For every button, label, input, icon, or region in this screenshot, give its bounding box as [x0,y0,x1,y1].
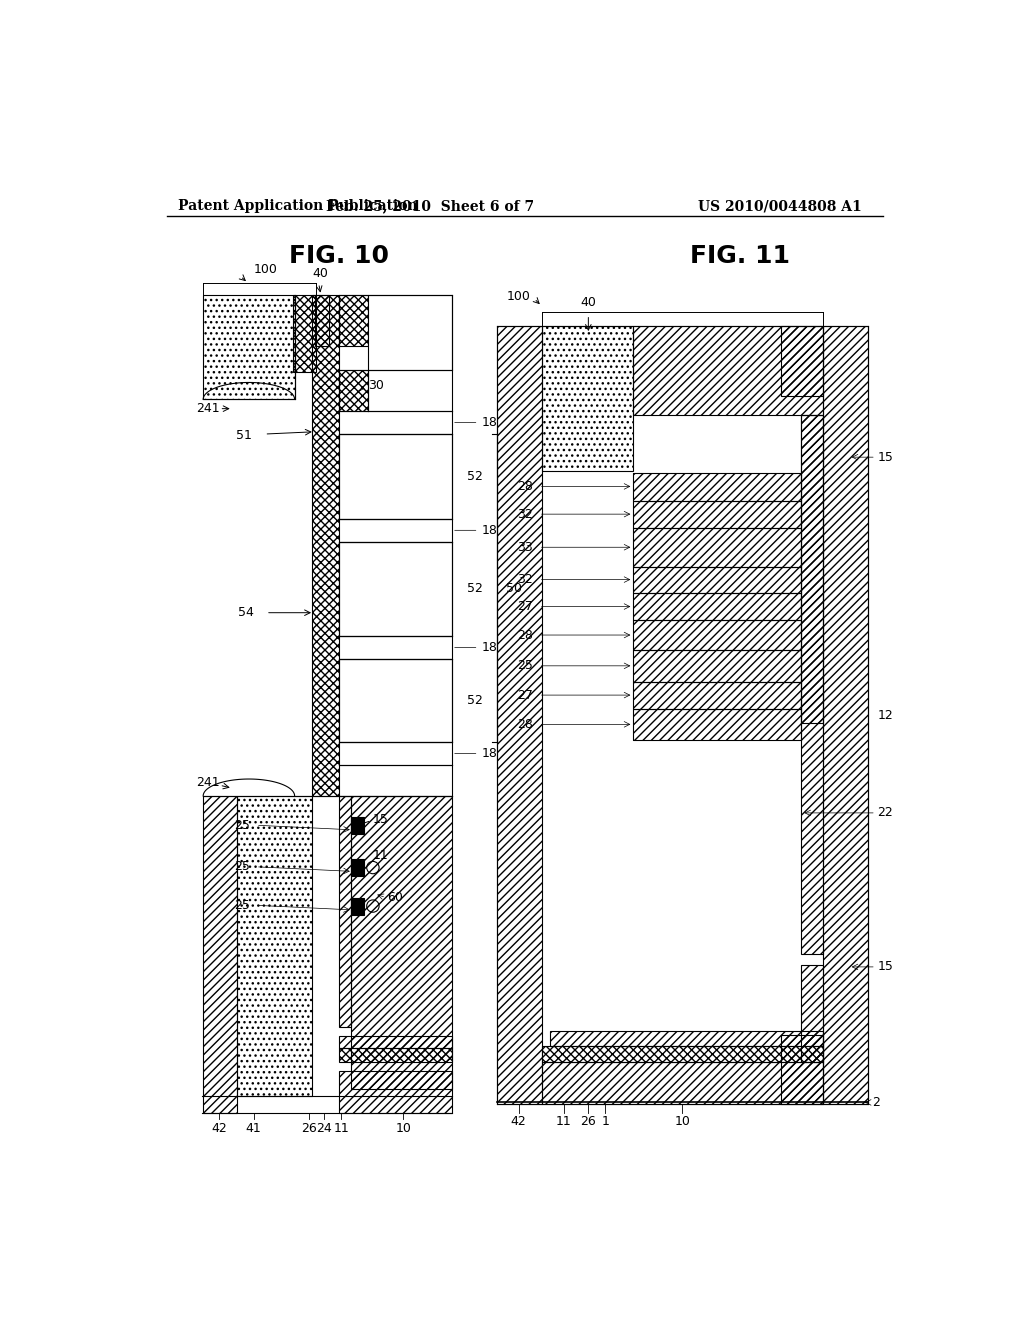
Text: 18: 18 [455,416,498,429]
Text: 241: 241 [197,776,220,788]
Bar [351,796,452,1089]
Bar [542,1061,823,1104]
Bar [550,1031,823,1047]
Text: 40: 40 [312,267,329,280]
Text: 27: 27 [517,689,532,702]
Bar [633,473,802,502]
Bar [203,796,237,1113]
Bar [339,1048,452,1061]
Text: 11: 11 [556,1114,571,1127]
Text: 60: 60 [388,891,403,904]
Text: 28: 28 [517,628,532,642]
Text: 40: 40 [581,296,596,309]
Text: 241: 241 [197,403,220,416]
Bar [369,296,452,370]
Bar [312,296,339,796]
Text: 25: 25 [234,818,251,832]
Bar [633,649,802,682]
Text: 30: 30 [369,379,384,392]
Bar [339,434,452,519]
Text: 15: 15 [878,961,893,973]
Text: 10: 10 [674,1114,690,1127]
Text: 1: 1 [601,1114,609,1127]
Bar [237,796,312,1096]
Bar [802,414,823,954]
Text: 50: 50 [506,582,522,594]
Bar [339,796,351,1027]
Text: Patent Application Publication: Patent Application Publication [178,199,418,213]
Bar [339,1071,452,1113]
Text: 52: 52 [467,470,483,483]
Text: 15: 15 [373,813,389,825]
Text: 24: 24 [316,1122,332,1135]
Text: 26: 26 [581,1114,596,1127]
Text: Feb. 25, 2010  Sheet 6 of 7: Feb. 25, 2010 Sheet 6 of 7 [327,199,535,213]
Text: 54: 54 [238,606,254,619]
Bar [339,296,369,346]
Text: 33: 33 [517,541,532,554]
Text: 28: 28 [517,480,532,492]
Bar [339,659,452,742]
Text: 100: 100 [506,290,530,304]
Bar [339,370,369,411]
Bar [314,296,329,346]
Text: 25: 25 [517,659,532,672]
Text: 25: 25 [234,899,251,912]
Bar [633,326,823,414]
Bar [802,414,823,723]
Text: 42: 42 [212,1122,227,1135]
Text: 2: 2 [872,1096,880,1109]
Bar [339,1036,452,1048]
Text: 11: 11 [373,849,389,862]
Text: 18: 18 [455,524,498,537]
Bar [542,326,633,471]
Text: 52: 52 [467,582,483,595]
Bar [497,326,542,1104]
Bar [351,859,364,876]
Text: FIG. 11: FIG. 11 [690,244,791,268]
Text: FIG. 10: FIG. 10 [289,244,389,268]
Text: 41: 41 [246,1122,261,1135]
Bar [633,528,802,566]
Text: 27: 27 [517,601,532,612]
Text: US 2010/0044808 A1: US 2010/0044808 A1 [697,199,861,213]
Text: 28: 28 [517,718,532,731]
Bar [633,502,802,528]
Bar [351,817,364,834]
Text: 32: 32 [517,573,532,586]
Bar [780,326,823,396]
Bar [542,1047,823,1061]
Bar [633,594,802,620]
Text: 51: 51 [237,429,252,442]
Bar [339,543,452,636]
Bar [203,296,295,400]
Text: 10: 10 [395,1122,411,1135]
Bar [633,709,802,739]
Bar [293,296,316,372]
Bar [633,566,802,594]
Text: 11: 11 [333,1122,349,1135]
Text: 52: 52 [467,694,483,708]
Text: 22: 22 [878,807,893,820]
Text: 18: 18 [455,640,498,653]
Text: 32: 32 [517,508,532,520]
Bar [802,965,823,1061]
Bar [633,682,802,709]
Text: 100: 100 [253,263,278,276]
Text: 42: 42 [511,1114,526,1127]
Text: 15: 15 [878,450,893,463]
Text: 25: 25 [234,861,251,874]
Bar [351,898,364,915]
Text: 18: 18 [455,747,498,760]
Bar [780,1035,823,1104]
Bar [823,326,868,1104]
Text: 26: 26 [301,1122,316,1135]
Text: 12: 12 [878,709,893,722]
Bar [633,620,802,649]
